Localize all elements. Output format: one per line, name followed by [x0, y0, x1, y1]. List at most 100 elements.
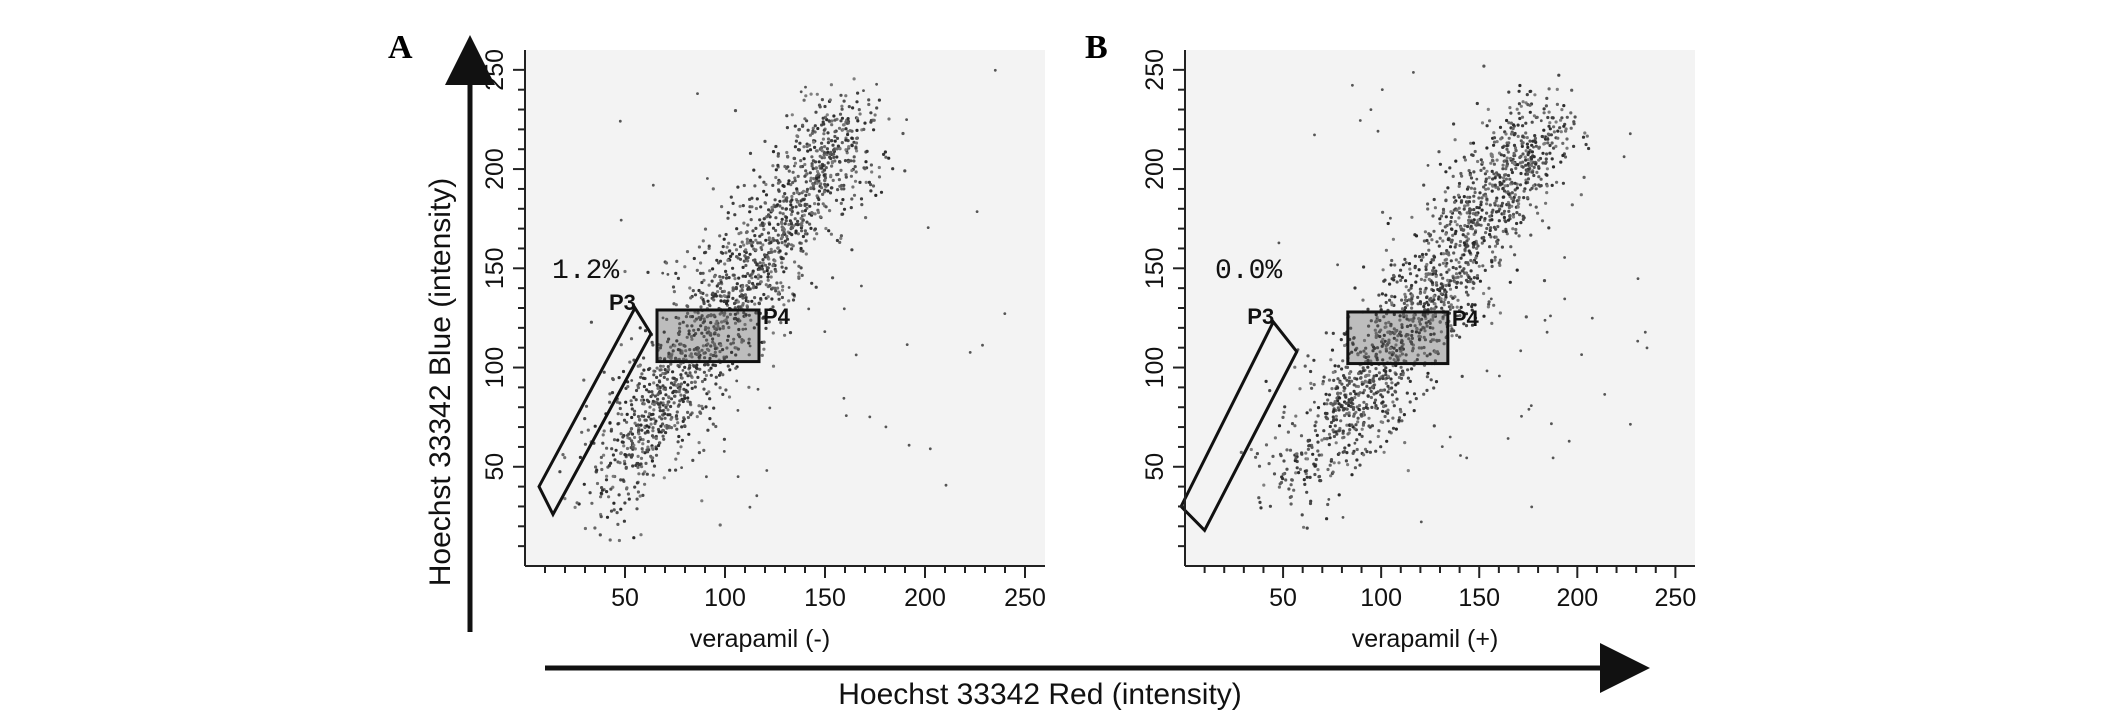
scatter-point: [1356, 420, 1360, 424]
scatter-point: [731, 201, 735, 205]
scatter-point: [639, 456, 644, 460]
scatter-point: [683, 354, 688, 358]
scatter-point: [1384, 344, 1388, 348]
scatter-point: [1532, 114, 1536, 118]
scatter-point: [661, 384, 665, 388]
scatter-point: [884, 155, 888, 159]
scatter-point: [1442, 342, 1446, 346]
scatter-point: [1501, 186, 1505, 190]
scatter-point: [828, 155, 832, 159]
scatter-point: [1507, 209, 1511, 213]
scatter-point: [1504, 173, 1508, 177]
scatter-point: [1469, 258, 1473, 263]
scatter-point: [808, 204, 812, 208]
scatter-point: [1502, 209, 1507, 213]
scatter-point: [787, 169, 791, 173]
scatter-point: [1524, 163, 1528, 167]
scatter-point: [709, 344, 713, 348]
scatter-point: [798, 141, 802, 145]
scatter-point: [1289, 502, 1293, 506]
scatter-point: [1417, 346, 1421, 350]
scatter-point: [840, 187, 844, 191]
scatter-point: [1345, 451, 1349, 455]
scatter-point: [817, 189, 822, 193]
scatter-point: [594, 465, 598, 469]
scatter-point: [1351, 83, 1354, 87]
scatter-point: [642, 368, 646, 372]
scatter-point: [1425, 324, 1429, 328]
scatter-point: [661, 428, 665, 432]
scatter-point: [1374, 354, 1378, 358]
scatter-point: [1346, 432, 1350, 436]
scatter-point: [1290, 422, 1295, 426]
scatter-point: [1333, 424, 1337, 428]
scatter-point: [1322, 437, 1326, 441]
scatter-point: [753, 296, 757, 300]
scatter-point: [1317, 474, 1322, 479]
scatter-point: [608, 538, 612, 542]
scatter-point: [1506, 173, 1511, 178]
scatter-point: [852, 159, 856, 163]
scatter-point: [616, 438, 620, 442]
scatter-point: [1550, 183, 1554, 187]
scatter-point: [1539, 119, 1543, 123]
scatter-point: [1448, 287, 1453, 291]
scatter-point: [862, 166, 866, 170]
scatter-point: [820, 166, 824, 170]
scatter-point: [1369, 108, 1373, 111]
scatter-point: [1327, 393, 1332, 397]
scatter-point: [705, 475, 708, 479]
scatter-point: [839, 93, 843, 97]
scatter-point: [1442, 300, 1446, 304]
scatter-point: [1412, 316, 1416, 320]
scatter-point: [1517, 102, 1521, 106]
scatter-point: [815, 92, 819, 96]
scatter-point: [696, 375, 700, 379]
scatter-point: [1325, 402, 1329, 406]
scatter-point: [777, 189, 781, 193]
scatter-point: [625, 486, 629, 490]
scatter-point: [774, 168, 778, 172]
scatter-point: [1561, 141, 1565, 145]
scatter-point: [1294, 456, 1298, 460]
scatter-point: [717, 282, 721, 286]
scatter-point: [1343, 386, 1347, 390]
scatter-point: [1535, 170, 1539, 174]
scatter-point: [656, 393, 660, 397]
scatter-point: [1459, 281, 1463, 285]
scatter-point: [1422, 304, 1426, 309]
scatter-point: [1551, 165, 1556, 169]
scatter-point: [1292, 488, 1296, 492]
scatter-point: [1472, 208, 1476, 212]
scatter-point: [812, 237, 817, 241]
scatter-point: [1463, 224, 1467, 228]
scatter-point: [1492, 162, 1496, 166]
scatter-point: [1389, 263, 1393, 267]
scatter-point: [677, 403, 681, 407]
scatter-point: [1350, 423, 1354, 427]
scatter-point: [1520, 115, 1525, 119]
scatter-point: [675, 427, 679, 431]
scatter-point: [678, 399, 682, 403]
scatter-point: [659, 364, 663, 368]
scatter-point: [744, 248, 748, 252]
scatter-point: [800, 229, 804, 233]
scatter-point: [1287, 487, 1291, 491]
scatter-point: [693, 293, 698, 297]
scatter-point: [1417, 317, 1421, 321]
scatter-point: [657, 430, 661, 434]
scatter-point: [727, 241, 731, 245]
scatter-point: [593, 526, 597, 530]
scatter-point: [1382, 388, 1387, 392]
scatter-point: [599, 515, 603, 519]
scatter-point: [1518, 213, 1522, 217]
scatter-point: [1426, 164, 1430, 167]
scatter-point: [1363, 447, 1368, 451]
scatter-point: [1406, 376, 1410, 380]
scatter-point: [838, 240, 842, 244]
scatter-point: [838, 160, 842, 164]
scatter-point: [1363, 374, 1368, 379]
scatter-point: [1466, 224, 1470, 229]
scatter-point: [1528, 203, 1532, 207]
scatter-point: [719, 371, 723, 375]
